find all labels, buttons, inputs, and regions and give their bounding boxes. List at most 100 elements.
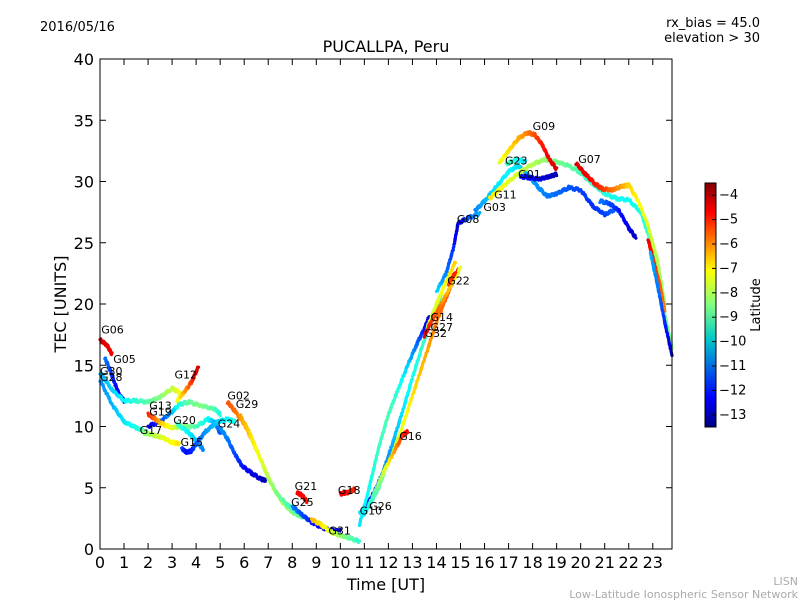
- series-g31: [309, 517, 362, 545]
- tec-segment: [652, 268, 657, 275]
- satellite-label-g03: G03: [483, 201, 506, 214]
- tec-segment: [585, 196, 590, 202]
- tec-segment: [409, 377, 415, 382]
- date-label: 2016/05/16: [40, 20, 115, 35]
- satellite-label-g23: G23: [505, 154, 528, 167]
- tec-segment: [390, 401, 395, 406]
- series-g06: [98, 337, 114, 357]
- y-tick-label: 20: [74, 295, 94, 314]
- series-g18: [338, 486, 357, 497]
- satellite-label-g29: G29: [236, 398, 259, 411]
- satellite-label-g28: G28: [100, 371, 123, 384]
- tec-segment: [522, 159, 527, 165]
- satellite-label-g15: G15: [181, 436, 204, 449]
- tec-segment: [359, 514, 364, 521]
- series-g13: [146, 398, 222, 429]
- tec-segment: [660, 308, 665, 314]
- tec-segment: [415, 376, 421, 384]
- tec-segment: [388, 447, 393, 454]
- satellite-label-g18: G18: [338, 484, 361, 497]
- satellite-label-g22: G22: [447, 274, 470, 287]
- colorbar: [704, 182, 717, 428]
- tec-segment: [394, 437, 400, 445]
- tec-segment: [476, 210, 482, 217]
- tec-segment: [422, 353, 428, 361]
- x-tick-label: 13: [402, 553, 422, 572]
- tec-segment: [431, 309, 436, 314]
- satellite-label-g26: G26: [369, 500, 392, 513]
- colorbar-label: Latitude: [749, 278, 764, 332]
- tec-segment: [453, 270, 458, 275]
- series-g22: [446, 270, 458, 287]
- satellite-label-g21: G21: [295, 480, 318, 493]
- colorbar-tick-label: −7: [719, 261, 738, 276]
- series-g09b: [648, 250, 674, 358]
- series-g09: [497, 130, 559, 172]
- satellite-label-g08: G08: [457, 213, 480, 226]
- x-tick-label: 9: [311, 553, 321, 572]
- satellite-label-g13: G13: [149, 399, 172, 412]
- satellite-label-g06: G06: [101, 323, 124, 336]
- tec-segment: [582, 171, 588, 176]
- tec-segment: [427, 315, 431, 319]
- tec-segment: [102, 387, 108, 394]
- tec-segment: [363, 496, 369, 502]
- tec-segment: [449, 282, 454, 287]
- series-g08: [434, 210, 482, 293]
- y-tick-label: 35: [74, 111, 94, 130]
- tec-segment: [369, 472, 375, 478]
- x-tick-label: 4: [191, 553, 201, 572]
- y-tick-label: 0: [84, 540, 94, 559]
- tec-segment: [647, 229, 652, 236]
- satellite-label-g07: G07: [578, 153, 601, 166]
- series-g30: [98, 371, 181, 405]
- satellite-label-g27: G27: [430, 321, 453, 334]
- tec-segment: [662, 304, 667, 313]
- x-tick-label: 10: [330, 553, 350, 572]
- tec-segment: [577, 165, 583, 170]
- tec-segment: [442, 274, 447, 279]
- tec-segment: [396, 386, 401, 391]
- tec-segment: [108, 386, 114, 391]
- tec-segment: [398, 413, 404, 419]
- x-tick-label: 8: [287, 553, 297, 572]
- x-tick-label: 0: [95, 553, 105, 572]
- colorbar-ticks: −4 −5 −6 −7 −8 −9 −10 −11 −12 −13: [712, 188, 746, 423]
- tec-segment: [641, 212, 646, 218]
- tec-segment: [258, 456, 263, 462]
- series-g17: [141, 429, 181, 447]
- tec-segment: [109, 351, 114, 357]
- tec-segment: [224, 435, 229, 441]
- tec-segment: [648, 250, 653, 259]
- colorbar-tick-label: −8: [719, 286, 738, 301]
- tec-segment: [252, 442, 257, 447]
- colorbar-tick-label: −9: [719, 310, 738, 325]
- x-tick-label: 6: [239, 553, 249, 572]
- tec-segment: [408, 379, 413, 388]
- y-tick-label: 40: [74, 50, 94, 69]
- tec-segment: [263, 477, 268, 483]
- y-tick-label: 5: [84, 479, 94, 498]
- rx-bias-label: rx_bias = 45.0: [666, 16, 760, 31]
- tec-segment: [500, 176, 506, 181]
- series-g29: [237, 413, 299, 515]
- tec-segment: [368, 475, 374, 485]
- tec-segment: [385, 413, 391, 420]
- elevation-label: elevation > 30: [664, 31, 760, 46]
- tec-segment: [554, 171, 559, 178]
- satellite-label-g17: G17: [140, 424, 163, 437]
- tec-segment: [457, 265, 463, 272]
- series-g23: [504, 156, 527, 167]
- satellite-label-g25: G25: [291, 496, 314, 509]
- x-tick-label: 11: [354, 553, 374, 572]
- tec-segment: [451, 262, 457, 268]
- credit-lisn: LISN: [773, 575, 798, 588]
- tec-segment: [661, 300, 666, 305]
- satellite-label-g09: G09: [533, 120, 556, 133]
- colorbar-tick-label: −13: [719, 408, 746, 423]
- tec-segment: [202, 430, 208, 435]
- tec-segment: [415, 358, 421, 363]
- x-tick-label: 15: [450, 553, 470, 572]
- tec-segment: [304, 497, 309, 505]
